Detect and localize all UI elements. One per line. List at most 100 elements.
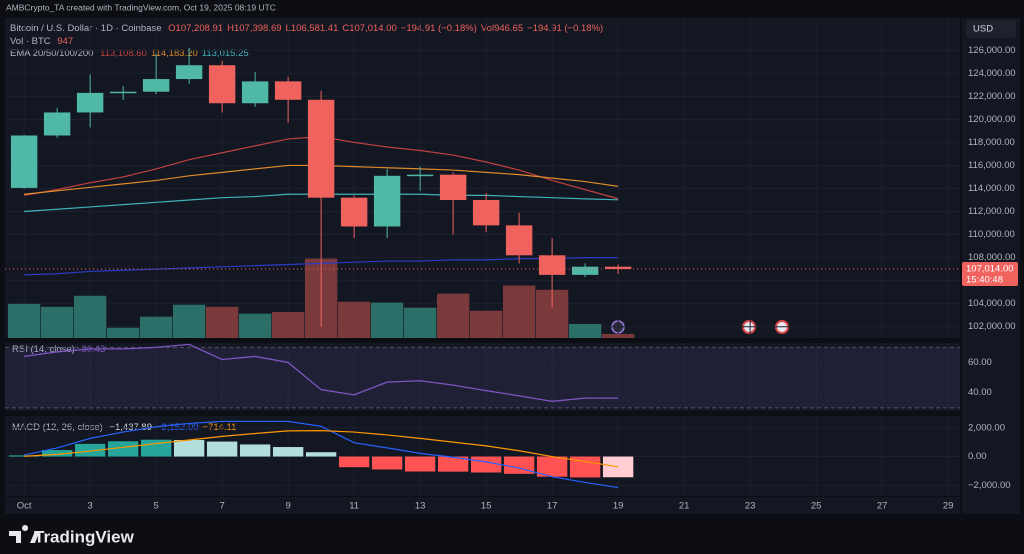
legend-volume: Vol · BTC 947 xyxy=(10,36,73,47)
macd-histogram-bar xyxy=(437,456,469,472)
y-tick-label: 110,000.00 xyxy=(968,229,1015,240)
x-tick-label: 27 xyxy=(877,501,888,512)
macd-histogram-bar xyxy=(470,456,502,473)
macd-histogram-bar xyxy=(41,450,73,457)
y-tick-label: 118,000.00 xyxy=(968,137,1015,148)
ema-value: 114,183.20 xyxy=(151,48,198,59)
volume-bar xyxy=(337,301,371,338)
volume-bar xyxy=(568,323,602,338)
y-tick-label: 116,000.00 xyxy=(968,160,1015,171)
ohlc-label: H107,398.69 xyxy=(227,23,281,34)
candle-body xyxy=(604,266,632,269)
y-tick-label: 40.00 xyxy=(968,387,992,398)
y-tick-label: 108,000.00 xyxy=(968,252,1016,263)
brand-logo xyxy=(9,525,40,543)
x-tick-label: 11 xyxy=(349,501,359,512)
y-tick-label: 114,000.00 xyxy=(968,183,1015,194)
macd-histogram-bar xyxy=(305,452,337,457)
symbol-title: Bitcoin / U.S. Dollar · 1D · Coinbase xyxy=(10,23,162,34)
legend-ema: EMA 20/50/100/200 113,108.60 114,183.20 11… xyxy=(10,48,249,59)
macd-line xyxy=(24,420,619,489)
macd-title: MACD (12, 26, close) xyxy=(12,422,103,433)
y-tick-label: 120,000.00 xyxy=(968,114,1016,125)
x-tick-label: 15 xyxy=(481,501,492,512)
candle-body xyxy=(175,65,203,80)
ema-value: 113,108.60 xyxy=(100,48,147,59)
volume-stat: Vol946.65 xyxy=(481,23,523,34)
volume-change: −194.91 (−0.18%) xyxy=(527,23,603,34)
ohlc-label: C107,014.00 xyxy=(342,23,396,34)
candle-body xyxy=(274,81,302,100)
y-tick-label: −2,000.00 xyxy=(968,480,1011,491)
candle-body xyxy=(340,197,368,227)
y-tick-label: 126,000.00 xyxy=(968,45,1016,56)
volume-bar xyxy=(40,306,74,338)
macd-histogram-bar xyxy=(272,447,304,457)
macd-histogram-bar xyxy=(206,441,238,457)
footer xyxy=(0,516,1024,554)
y-tick-label: 2,000.00 xyxy=(968,422,1005,433)
candle-body xyxy=(472,200,500,226)
volume-name: Vol · BTC xyxy=(10,36,51,47)
currency-label[interactable]: USD xyxy=(973,24,993,35)
rsi-pane xyxy=(5,343,960,411)
x-tick-label: 9 xyxy=(285,501,290,512)
x-tick-label: 17 xyxy=(547,501,558,512)
candle-body xyxy=(373,175,401,227)
macd-value: −2,152.00 xyxy=(156,422,199,433)
countdown-label: 15:40:48 xyxy=(966,274,1003,285)
volume-bar xyxy=(106,327,140,338)
volume-bar xyxy=(172,304,206,338)
candle-body xyxy=(505,225,533,256)
x-tick-label: 23 xyxy=(745,501,756,512)
last-price-label: 107,014.00 xyxy=(966,263,1014,274)
rsi-line xyxy=(24,343,619,402)
macd-histogram-bar xyxy=(74,443,106,457)
x-tick-label: 21 xyxy=(679,501,690,512)
candle-body xyxy=(241,81,269,104)
credit: AMBCrypto_TA created with TradingView.co… xyxy=(6,2,276,12)
volume-bar xyxy=(469,310,503,338)
x-tick-label: 3 xyxy=(87,501,92,512)
x-tick-label: 19 xyxy=(613,501,624,512)
candle-body xyxy=(142,79,170,92)
brand-name: TradingView xyxy=(34,527,135,546)
macd-histogram-bar xyxy=(602,456,634,478)
legend-macd: MACD (12, 26, close) −1,437.89 −2,152.00−… xyxy=(12,422,236,433)
time-axis xyxy=(5,497,960,514)
last-price-tag xyxy=(962,261,1018,286)
macd-histogram-bar xyxy=(107,441,139,457)
macd-line xyxy=(24,430,619,468)
y-tick-label: 112,000.00 xyxy=(968,206,1015,217)
candle-body xyxy=(76,92,104,113)
volume-bar xyxy=(370,302,404,338)
volume-bar xyxy=(601,333,635,338)
macd-value: −1,437.89 xyxy=(109,422,152,433)
volume-bar xyxy=(139,316,173,338)
x-tick-label: 7 xyxy=(219,501,224,512)
x-tick-label: 5 xyxy=(153,501,158,512)
macd-histogram-bar xyxy=(536,456,568,477)
currency-button[interactable] xyxy=(966,20,1016,38)
candle-body xyxy=(208,65,236,104)
x-tick-label: Oct xyxy=(17,501,32,512)
candle-body xyxy=(538,255,566,275)
volume-bar xyxy=(502,285,536,338)
macd-histogram-bar xyxy=(239,444,271,457)
candle-body xyxy=(406,174,434,177)
y-tick-label: 60.00 xyxy=(968,357,992,368)
macd-histogram-bar xyxy=(371,456,403,470)
ohlc-label: L106,581.41 xyxy=(286,23,339,34)
candle-body xyxy=(43,112,71,136)
candle-body xyxy=(571,266,599,275)
macd-histogram-bar xyxy=(173,439,205,457)
candle-body xyxy=(307,99,335,198)
ohlc-label: O107,208.91 xyxy=(168,23,223,34)
y-tick-label: 104,000.00 xyxy=(968,298,1016,309)
volume-bar xyxy=(436,293,470,338)
volume-bar xyxy=(205,306,239,338)
volume-bar xyxy=(403,307,437,338)
candle-body xyxy=(10,135,38,188)
